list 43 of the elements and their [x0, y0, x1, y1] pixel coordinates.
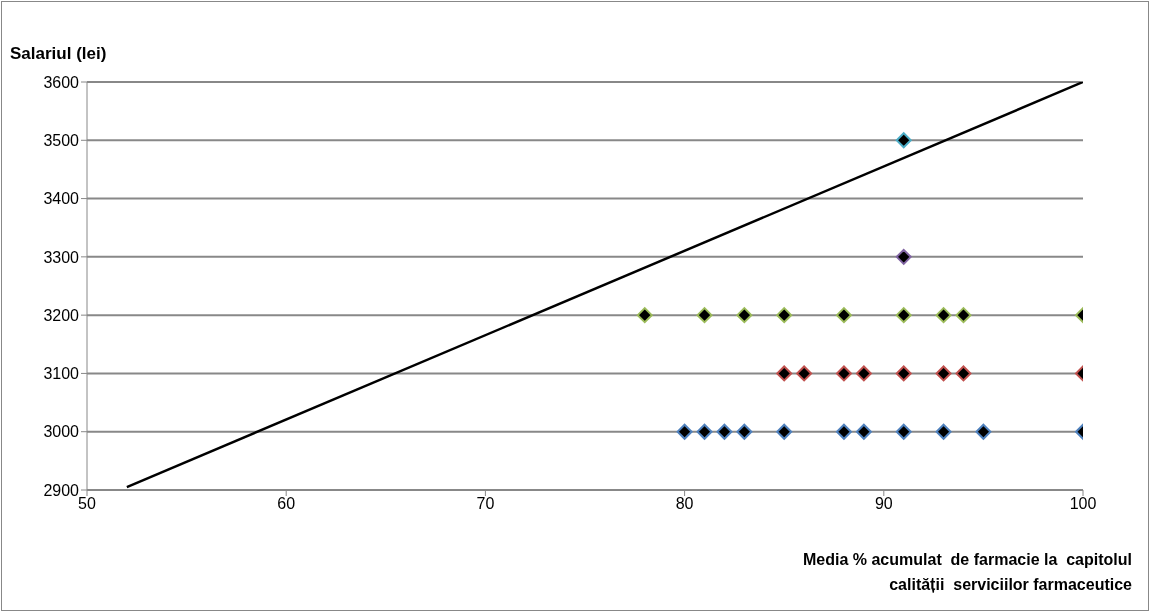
x-axis-title: Media % acumulat de farmacie la capitolul calității serviciilor farmaceutice [803, 550, 1132, 595]
x-tick-label: 70 [476, 495, 495, 513]
x-tick-label: 90 [874, 495, 893, 513]
y-tick-label: 3600 [43, 73, 80, 91]
point [895, 248, 912, 265]
point [835, 365, 852, 382]
point [736, 307, 753, 324]
y-tick-label: 3200 [43, 306, 80, 324]
x-tick-label: 60 [277, 495, 296, 513]
x-tick-label: 100 [1069, 495, 1097, 513]
point [696, 307, 713, 324]
point [935, 423, 952, 440]
point [855, 365, 872, 382]
point [855, 423, 872, 440]
point [975, 423, 992, 440]
point [716, 423, 733, 440]
point [935, 307, 952, 324]
point [736, 423, 753, 440]
x-tick-label: 80 [675, 495, 694, 513]
point [776, 307, 793, 324]
point [796, 365, 813, 382]
y-tick-label: 3300 [43, 248, 80, 266]
y-tick-label: 3500 [43, 131, 80, 149]
point [776, 365, 793, 382]
point [696, 423, 713, 440]
point [895, 132, 912, 149]
y-tick-label: 3400 [43, 190, 80, 208]
y-tick-label: 3000 [43, 423, 80, 441]
point [895, 423, 912, 440]
point [895, 365, 912, 382]
point [955, 365, 972, 382]
point [776, 423, 793, 440]
point [835, 307, 852, 324]
y-axis-title: Salariul (lei) [10, 44, 107, 64]
point [955, 307, 972, 324]
x-tick-label: 50 [78, 495, 96, 513]
point [895, 307, 912, 324]
point [636, 307, 653, 324]
y-tick-label: 3100 [43, 365, 80, 383]
point [935, 365, 952, 382]
y-tick-label: 2900 [43, 481, 80, 499]
point [676, 423, 693, 440]
point [835, 423, 852, 440]
